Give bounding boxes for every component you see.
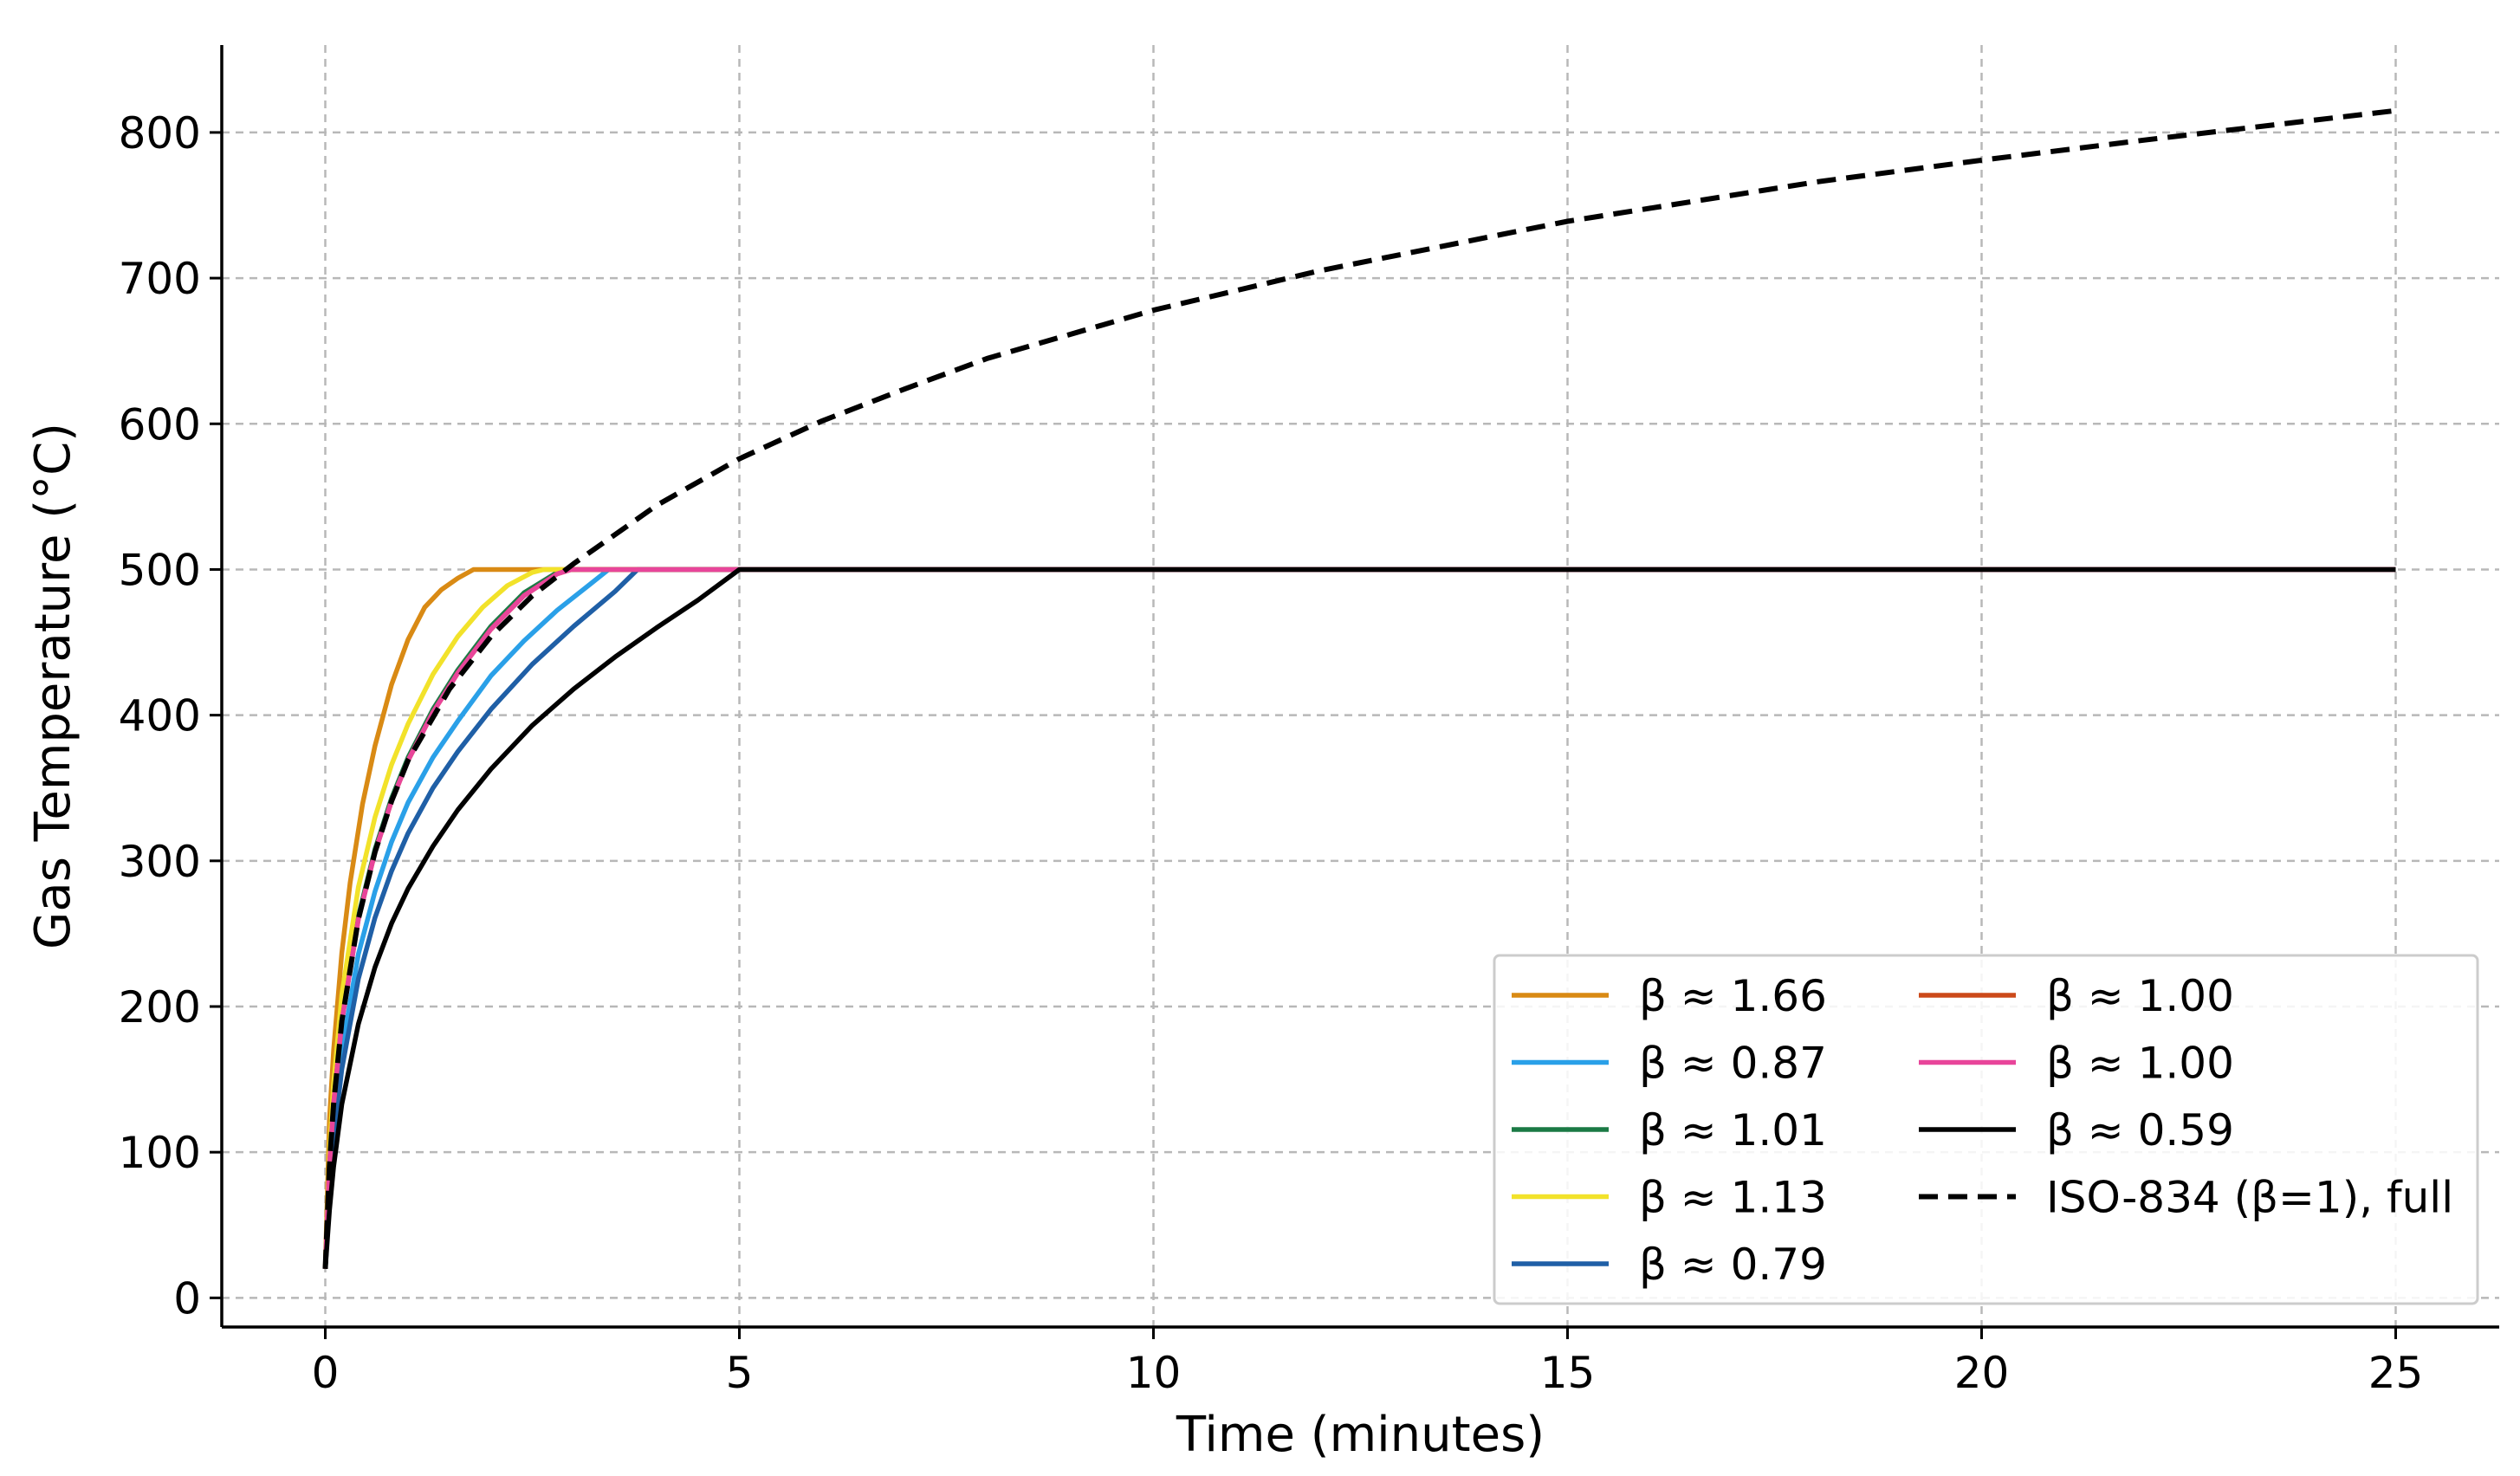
series-line-5 xyxy=(322,566,2396,1269)
y-tick-label: 500 xyxy=(119,545,201,595)
y-tick-label: 400 xyxy=(119,691,201,741)
y-tick-label: 0 xyxy=(173,1273,201,1324)
legend-label: β ≈ 1.13 xyxy=(1639,1173,1827,1223)
series-line-9 xyxy=(322,107,2396,1269)
legend-label: β ≈ 1.66 xyxy=(1639,971,1827,1021)
x-tick-label: 20 xyxy=(1954,1348,2010,1398)
y-tick-label: 200 xyxy=(119,982,201,1033)
x-axis-label: Time (minutes) xyxy=(1176,1407,1545,1463)
y-tick-label: 100 xyxy=(119,1128,201,1178)
series-line-8 xyxy=(322,566,2396,1269)
y-tick-label: 800 xyxy=(119,108,201,159)
legend-label: β ≈ 1.01 xyxy=(1639,1105,1827,1156)
legend: β ≈ 1.66 β ≈ 0.87 β ≈ 1.01 β ≈ 1.13 β ≈ 0.79… xyxy=(1493,954,2479,1305)
x-tick-label: 15 xyxy=(1540,1348,1596,1398)
legend-label: β ≈ 1.00 xyxy=(2046,1039,2234,1089)
x-tick-label: 0 xyxy=(312,1348,340,1398)
axes xyxy=(220,45,2499,1329)
y-tick-label: 300 xyxy=(119,837,201,887)
legend-label: ISO-834 (β=1), full xyxy=(2046,1173,2453,1223)
y-tick-label: 600 xyxy=(119,399,201,450)
ticks: 0 5 10 15 20 25 0 100 200 300 400 500 600 700 800 xyxy=(119,108,2424,1398)
x-tick-label: 10 xyxy=(1126,1348,1182,1398)
legend-label: β ≈ 0.87 xyxy=(1639,1039,1827,1089)
legend-label: β ≈ 0.79 xyxy=(1639,1240,1827,1290)
series-layer xyxy=(322,107,2396,1269)
legend-label: β ≈ 0.59 xyxy=(2046,1105,2234,1156)
x-tick-label: 25 xyxy=(2368,1348,2424,1398)
x-tick-label: 5 xyxy=(726,1348,754,1398)
y-axis-label: Gas Temperature (°C) xyxy=(25,423,81,949)
y-tick-label: 700 xyxy=(119,254,201,304)
series-line-1 xyxy=(322,566,2396,1269)
legend-label: β ≈ 1.00 xyxy=(2046,971,2234,1021)
